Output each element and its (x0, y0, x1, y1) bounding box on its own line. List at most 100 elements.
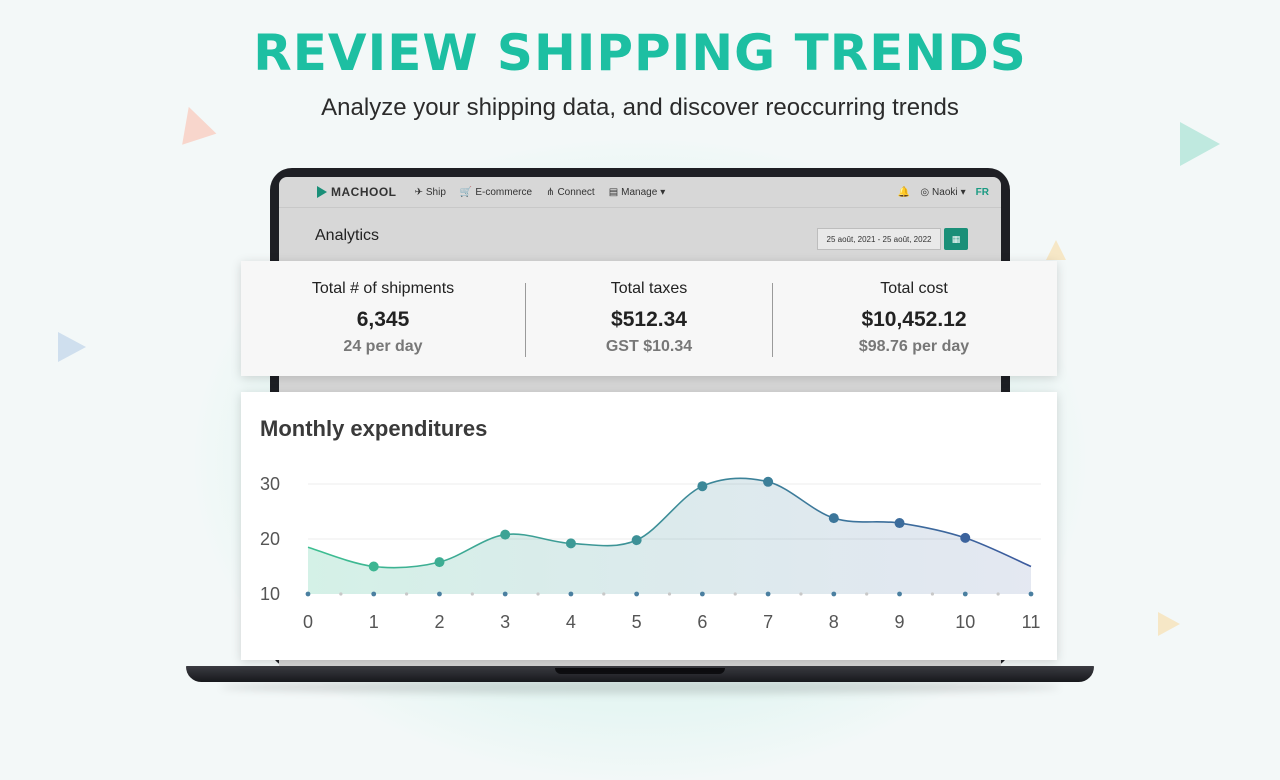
monthly-expenditures-chart: 10 20 30 0 1 2 3 4 5 6 7 8 9 10 11 (260, 474, 1041, 632)
x-axis-dot (437, 591, 442, 597)
x-tick-label: 11 (1022, 612, 1041, 632)
stat-value: $512.34 (611, 308, 687, 331)
x-tick-label: 1 (369, 612, 379, 632)
cart-icon: 🛒 (459, 186, 473, 198)
stat-shipments: Total # of shipments 6,345 24 per day (241, 261, 525, 376)
decorative-triangle (1158, 612, 1180, 636)
data-point (631, 535, 642, 546)
nav-item-manage[interactable]: ▤ Manage ▾ (609, 187, 666, 198)
divider (525, 283, 526, 357)
x-tick-label: 4 (566, 612, 576, 632)
x-tick-label: 0 (303, 612, 313, 632)
user-icon: ◎ (920, 186, 930, 198)
stat-sub: $98.76 per day (858, 338, 970, 355)
stat-sub: 24 per day (343, 338, 423, 355)
nav-item-ship[interactable]: ✈ Ship (415, 187, 446, 198)
date-range-input[interactable]: 25 août, 2021 - 25 août, 2022 (817, 228, 941, 250)
stat-label: Total # of shipments (311, 280, 455, 297)
x-axis-dot (568, 591, 574, 597)
data-point (697, 481, 708, 492)
x-axis-minor-dot (733, 592, 737, 596)
page-title: Analytics (315, 227, 380, 244)
data-point (894, 518, 905, 529)
chart-card: Monthly expenditures 10 20 30 0 1 2 3 4 5 6 7 8 9 10 1… (241, 392, 1057, 660)
x-axis-minor-dot (799, 592, 803, 596)
data-point (434, 557, 445, 568)
calendar-button[interactable]: ▦ (944, 228, 968, 250)
laptop-base (186, 666, 1094, 682)
brand-name: MACHOOL (331, 185, 397, 199)
x-axis-minor-dot (470, 592, 474, 596)
x-axis-minor-dot (339, 592, 343, 596)
caret-down-icon: ▾ (660, 186, 666, 198)
user-menu[interactable]: ◎ Naoki ▾ (920, 187, 965, 198)
x-axis-minor-dot (404, 592, 409, 596)
stat-cost: Total cost $10,452.12 $98.76 per day (773, 261, 1055, 376)
x-axis-dot (699, 591, 705, 597)
data-point (500, 529, 511, 540)
data-point (368, 561, 379, 572)
hero-title: REVIEW SHIPPING TRENDS (253, 24, 1027, 82)
x-axis-minor-dot (602, 592, 606, 596)
x-tick-label: 10 (955, 612, 975, 632)
x-axis-dot (634, 591, 640, 597)
stat-label: Total taxes (610, 280, 688, 297)
divider (772, 283, 773, 357)
x-axis-dot (765, 591, 771, 597)
caret-down-icon: ▾ (960, 186, 966, 198)
y-tick-label: 10 (260, 584, 280, 604)
x-axis-dot (962, 591, 968, 597)
list-icon: ▤ (608, 186, 619, 198)
nav-right: 🔔 ◎ Naoki ▾ FR (898, 187, 989, 198)
nav-item-connect[interactable]: ⋔ Connect (546, 187, 595, 198)
nav-label: Manage (621, 186, 658, 198)
x-axis-dot (502, 591, 508, 597)
brand[interactable]: MACHOOL (317, 185, 397, 199)
chart-title: Monthly expenditures (260, 416, 488, 441)
decorative-triangle (1180, 122, 1220, 166)
decorative-triangle (1046, 240, 1066, 260)
laptop-notch (555, 668, 725, 674)
calendar-icon: ▦ (951, 233, 961, 244)
stat-taxes: Total taxes $512.34 GST $10.34 (526, 261, 772, 376)
language-toggle[interactable]: FR (975, 186, 989, 198)
x-axis-dot (371, 591, 377, 597)
x-tick-label: 3 (500, 612, 510, 632)
connect-icon: ⋔ (546, 186, 555, 198)
x-axis-minor-dot (667, 592, 672, 596)
laptop-shadow (220, 680, 1060, 694)
app-navbar: MACHOOL ✈ Ship 🛒 E-commerce ⋔ Connect ▤ … (279, 177, 1001, 208)
x-tick-label: 7 (763, 612, 773, 632)
x-axis-minor-dot (536, 592, 540, 596)
data-point (828, 513, 839, 524)
x-axis-dot (1028, 591, 1034, 597)
x-axis-minor-dot (865, 592, 869, 596)
nav-label: E-commerce (475, 186, 533, 198)
decorative-triangle (58, 332, 86, 362)
x-axis-dot (897, 591, 902, 597)
y-tick-label: 30 (260, 474, 280, 494)
x-axis-minor-dot (930, 592, 935, 596)
nav-label: Connect (557, 186, 595, 198)
stat-value: 6,345 (356, 308, 410, 331)
stats-card: Total # of shipments 6,345 24 per day To… (241, 261, 1057, 376)
nav-item-ecommerce[interactable]: 🛒 E-commerce (460, 187, 532, 198)
nav-label: Ship (425, 186, 446, 198)
x-tick-label: 2 (434, 612, 444, 632)
y-tick-label: 20 (260, 529, 280, 549)
stat-value: $10,452.12 (861, 308, 967, 331)
series-area (308, 478, 1031, 594)
x-tick-label: 8 (829, 612, 839, 632)
data-point (960, 532, 971, 543)
stat-sub: GST $10.34 (605, 338, 693, 355)
machool-logo-icon (317, 186, 327, 198)
x-tick-label: 5 (632, 612, 642, 632)
x-axis-dot (305, 591, 311, 597)
bell-icon[interactable]: 🔔 (897, 186, 911, 198)
paper-plane-icon: ✈ (414, 186, 423, 198)
user-name: Naoki (932, 186, 958, 198)
x-axis-dot (831, 591, 837, 597)
stat-label: Total cost (880, 280, 948, 297)
hero-subtitle: Analyze your shipping data, and discover… (321, 94, 959, 121)
x-axis-minor-dot (996, 592, 1000, 596)
